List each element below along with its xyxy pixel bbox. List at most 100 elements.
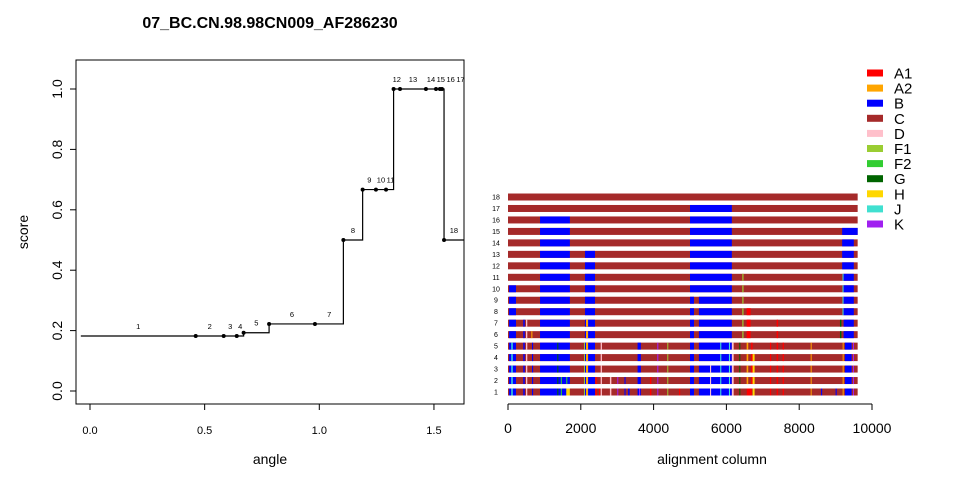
- subtype-segment-A1: [751, 354, 753, 362]
- subtype-segment-A1: [776, 331, 779, 339]
- x-tick-label: 4000: [638, 420, 669, 436]
- legend-label: J: [894, 201, 902, 218]
- segment-label: 8: [351, 226, 355, 235]
- sequence-bar: [508, 204, 858, 212]
- segment-label: 11: [387, 176, 395, 185]
- subtype-segment-F2: [560, 377, 562, 385]
- x-tick-label: 0.5: [197, 425, 212, 437]
- subtype-segment-A1: [751, 377, 753, 385]
- subtype-segment-K: [639, 388, 641, 396]
- breakpoint-dot: [221, 334, 226, 339]
- subtype-segment-B: [584, 273, 595, 281]
- breakpoint-dot: [341, 238, 346, 242]
- subtype-segment-D: [731, 365, 734, 373]
- subtype-segment-J: [728, 377, 731, 385]
- subtype-segment-B: [584, 250, 595, 258]
- y-tick-label: 0.2: [49, 321, 65, 341]
- subtype-segment-A2: [531, 331, 533, 339]
- subtype-segment-G: [557, 342, 559, 350]
- subtype-segment-K: [657, 365, 659, 373]
- sequence-bar: [508, 216, 858, 224]
- subtype-segment-D: [600, 365, 602, 373]
- row-label: 4: [494, 355, 498, 362]
- subtype-segment-A1: [751, 342, 753, 350]
- subtype-segment-A1: [679, 388, 681, 396]
- subtype-segment-B: [835, 388, 837, 396]
- subtype-segment-F1: [742, 273, 744, 281]
- sequence-bar: [508, 262, 858, 270]
- subtype-segment-A1: [769, 342, 772, 350]
- subtype-segment-A1: [782, 377, 784, 385]
- subtype-segment-K: [852, 388, 854, 396]
- subtype-segment-D: [600, 354, 602, 362]
- subtype-segment-A1: [649, 377, 652, 385]
- subtype-segment-K: [852, 354, 854, 362]
- subtype-segment-B: [844, 354, 852, 362]
- breakpoint-dot: [234, 334, 239, 339]
- breakpoint-dot: [434, 87, 439, 91]
- subtype-segment-F1: [584, 365, 586, 373]
- subtype-segment-J: [728, 342, 731, 350]
- subtype-segment-A1: [751, 365, 753, 373]
- subtype-segment-B: [540, 216, 570, 224]
- y-tick-label: 0.6: [49, 200, 65, 220]
- row-label: 5: [494, 344, 498, 351]
- subtype-segment-B: [637, 377, 641, 385]
- subtype-segment-B: [637, 342, 641, 350]
- subtype-segment-B: [532, 354, 534, 362]
- subtype-segment-A1: [782, 354, 784, 362]
- subtype-segment-F1: [742, 331, 744, 339]
- subtype-segment-B: [690, 377, 695, 385]
- row-label: 14: [492, 240, 500, 247]
- x-tick-label: 8000: [784, 420, 815, 436]
- subtype-segment-B: [540, 377, 570, 385]
- subtype-segment-B: [509, 296, 517, 304]
- subtype-segment-J: [720, 354, 722, 362]
- subtype-segment-B: [690, 388, 695, 396]
- subtype-segment-F1: [584, 388, 586, 396]
- subtype-segment-B: [690, 342, 695, 350]
- legend-swatch: [867, 129, 883, 137]
- subtype-segment-B: [540, 239, 570, 247]
- x-tick-label: 6000: [711, 420, 742, 436]
- subtype-segment-B: [698, 331, 732, 339]
- segment-label: 6: [290, 310, 294, 319]
- subtype-segment-G: [839, 319, 842, 327]
- sequence-bar: [508, 239, 858, 247]
- segment-label: 13: [409, 75, 417, 84]
- subtype-segment-J: [842, 296, 844, 304]
- subtype-segment-B: [540, 227, 570, 235]
- segment-label: 15: [437, 75, 445, 84]
- legend-label: A2: [894, 81, 912, 98]
- subtype-segment-A2: [842, 354, 844, 362]
- subtype-segment-A1: [746, 319, 751, 327]
- subtype-segment-B: [540, 331, 570, 339]
- subtype-segment-D: [731, 377, 734, 385]
- subtype-segment-F1: [584, 342, 586, 350]
- subtype-segment-A1: [769, 388, 772, 396]
- sequence-bar: [508, 342, 858, 350]
- segment-label: 12: [393, 75, 401, 84]
- subtype-segment-B: [637, 354, 641, 362]
- legend-swatch: [867, 84, 883, 92]
- segment-label: 1: [136, 322, 140, 331]
- row-label: 13: [492, 252, 500, 259]
- sequence-bar: [508, 388, 858, 396]
- subtype-segment-B: [698, 388, 732, 396]
- subtype-segment-K: [657, 354, 659, 362]
- subtype-segment-K: [852, 342, 854, 350]
- subtype-segment-A2: [842, 388, 844, 396]
- segment-label: 10: [377, 176, 385, 185]
- segment-label: 7: [327, 310, 331, 319]
- subtype-segment-G: [839, 331, 842, 339]
- subtype-segment-B: [843, 319, 854, 327]
- subtype-segment-D: [731, 388, 734, 396]
- left-y-axis-label: score: [15, 215, 31, 249]
- subtype-segment-D: [526, 331, 528, 339]
- subtype-segment-J: [511, 365, 513, 373]
- subtype-segment-B: [509, 285, 517, 293]
- subtype-segment-B: [540, 262, 570, 270]
- subtype-segment-D: [731, 342, 734, 350]
- subtype-segment-B: [523, 331, 525, 339]
- subtype-segment-F1: [667, 388, 669, 396]
